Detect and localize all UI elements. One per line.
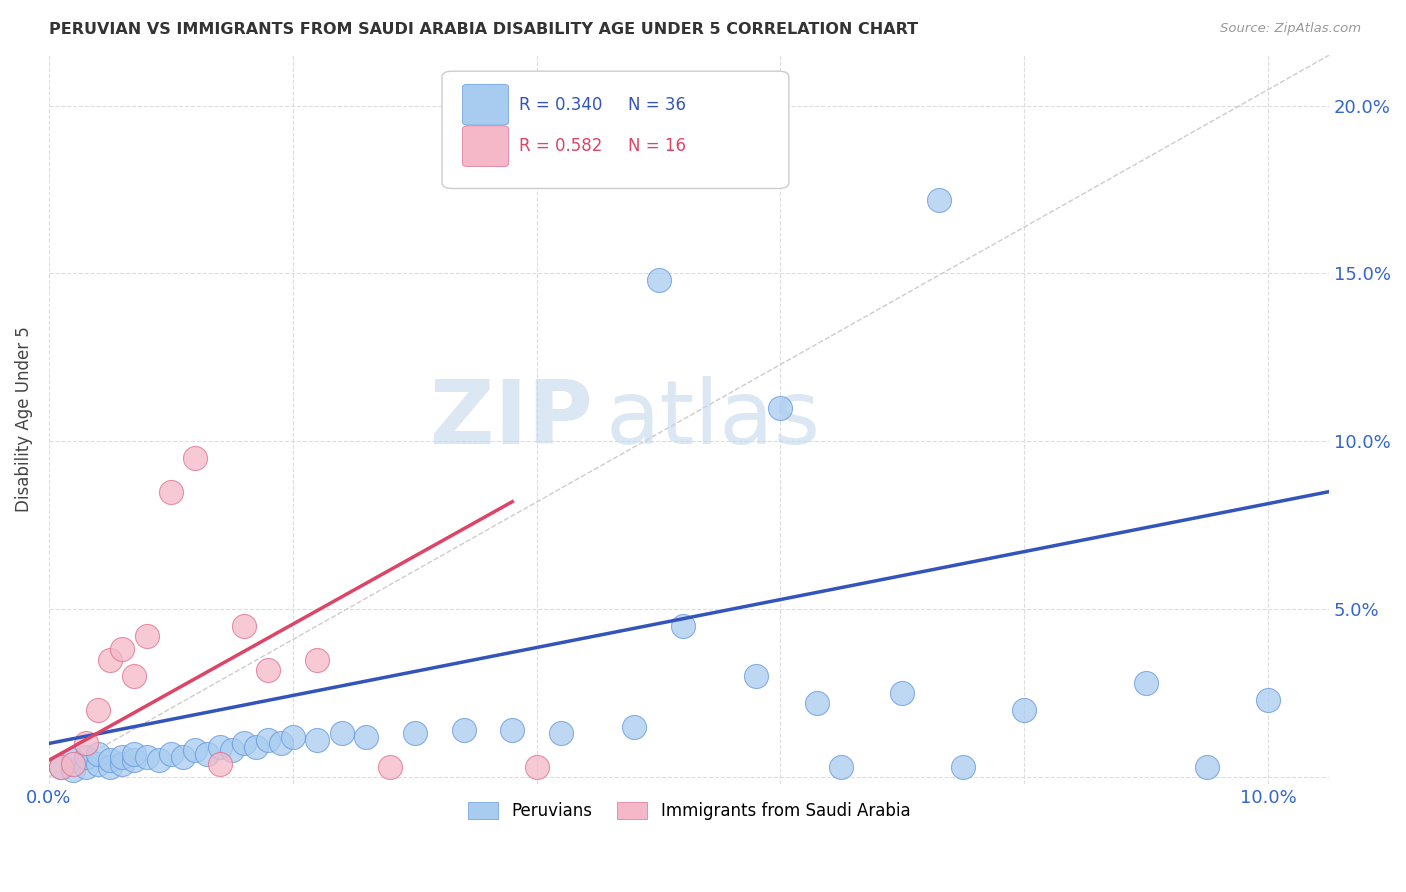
Point — [672, 619, 695, 633]
Point — [330, 726, 353, 740]
Point — [197, 747, 219, 761]
Point — [208, 756, 231, 771]
FancyBboxPatch shape — [441, 71, 789, 188]
Text: R = 0.340: R = 0.340 — [519, 95, 602, 113]
Point — [124, 747, 146, 761]
Point — [87, 747, 110, 761]
Point — [98, 652, 121, 666]
Point — [526, 760, 548, 774]
Point — [380, 760, 402, 774]
Point — [111, 642, 134, 657]
Text: ZIP: ZIP — [430, 376, 593, 463]
Point — [245, 739, 267, 754]
Legend: Peruvians, Immigrants from Saudi Arabia: Peruvians, Immigrants from Saudi Arabia — [461, 795, 917, 826]
Point — [453, 723, 475, 737]
Point — [221, 743, 243, 757]
Point — [647, 273, 669, 287]
Point — [1014, 703, 1036, 717]
Point — [891, 686, 914, 700]
Point — [62, 753, 84, 767]
Point — [769, 401, 792, 415]
Point — [124, 669, 146, 683]
Point — [184, 451, 207, 466]
Point — [75, 750, 97, 764]
Point — [1197, 760, 1219, 774]
Point — [623, 720, 645, 734]
Point — [1135, 676, 1157, 690]
Point — [62, 764, 84, 778]
Text: atlas: atlas — [606, 376, 821, 463]
Point — [501, 723, 523, 737]
Point — [111, 756, 134, 771]
Point — [51, 760, 73, 774]
Point — [257, 733, 280, 747]
Point — [208, 739, 231, 754]
Point — [928, 193, 950, 207]
Text: R = 0.582: R = 0.582 — [519, 137, 602, 155]
Point — [745, 669, 768, 683]
Point — [270, 736, 292, 750]
Point — [550, 726, 572, 740]
Point — [87, 756, 110, 771]
Point — [233, 736, 256, 750]
Point — [124, 753, 146, 767]
Point — [830, 760, 852, 774]
Point — [135, 629, 157, 643]
Point — [354, 730, 377, 744]
FancyBboxPatch shape — [463, 126, 509, 167]
Point — [281, 730, 304, 744]
Point — [75, 736, 97, 750]
Text: N = 36: N = 36 — [627, 95, 686, 113]
Point — [184, 743, 207, 757]
Point — [98, 753, 121, 767]
Point — [62, 756, 84, 771]
Point — [87, 703, 110, 717]
Point — [75, 760, 97, 774]
Point — [257, 663, 280, 677]
Point — [51, 760, 73, 774]
Point — [307, 733, 329, 747]
Point — [806, 696, 828, 710]
Point — [160, 484, 183, 499]
Text: PERUVIAN VS IMMIGRANTS FROM SAUDI ARABIA DISABILITY AGE UNDER 5 CORRELATION CHAR: PERUVIAN VS IMMIGRANTS FROM SAUDI ARABIA… — [49, 22, 918, 37]
Point — [98, 760, 121, 774]
Y-axis label: Disability Age Under 5: Disability Age Under 5 — [15, 326, 32, 512]
Text: Source: ZipAtlas.com: Source: ZipAtlas.com — [1220, 22, 1361, 36]
Point — [111, 750, 134, 764]
Point — [233, 619, 256, 633]
FancyBboxPatch shape — [463, 84, 509, 125]
Point — [404, 726, 426, 740]
Point — [160, 747, 183, 761]
Text: N = 16: N = 16 — [627, 137, 686, 155]
Point — [1257, 693, 1279, 707]
Point — [172, 750, 194, 764]
Point — [952, 760, 974, 774]
Point — [148, 753, 170, 767]
Point — [307, 652, 329, 666]
Point — [135, 750, 157, 764]
